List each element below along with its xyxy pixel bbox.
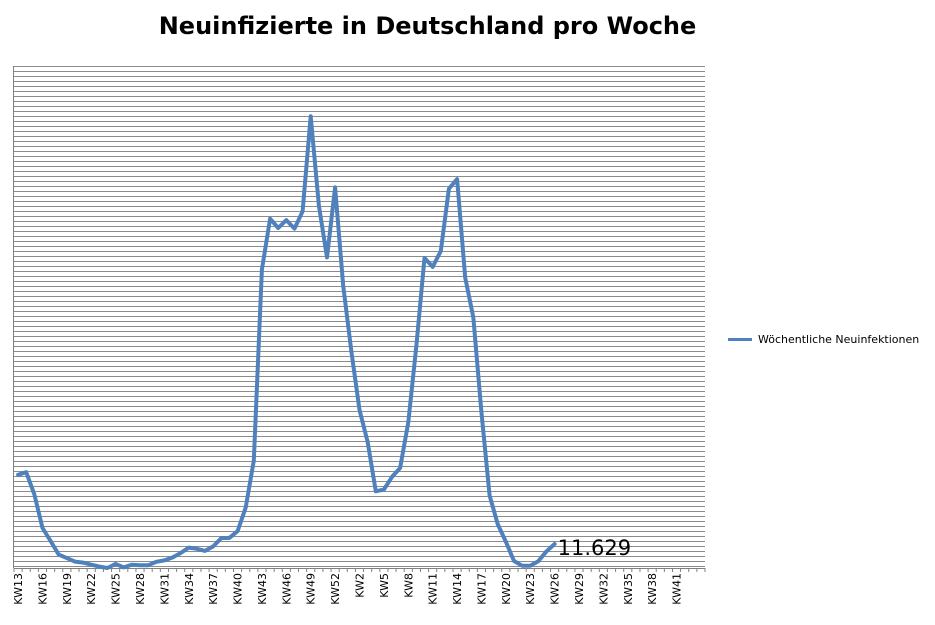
x-tick-label: KW49: [305, 573, 318, 605]
x-tick-label: KW32: [597, 573, 610, 605]
x-tick-label: KW43: [256, 573, 269, 605]
x-tick-label: KW28: [134, 573, 147, 605]
x-tick-label: KW35: [622, 573, 635, 605]
x-tick-label: KW25: [110, 573, 123, 605]
legend-swatch: [728, 338, 752, 341]
x-tick-label: KW16: [37, 573, 50, 605]
legend: Wöchentliche Neuinfektionen: [728, 333, 919, 346]
x-tick-label: KW29: [573, 573, 586, 605]
x-tick-label: KW38: [646, 573, 659, 605]
axes: [13, 66, 705, 569]
last-value-annotation: 11.629: [558, 536, 631, 560]
x-axis-ticks: [13, 568, 706, 572]
x-tick-label: KW26: [549, 573, 562, 605]
x-tick-label: KW22: [85, 573, 98, 605]
x-tick-label: KW11: [427, 573, 440, 605]
legend-label: Wöchentliche Neuinfektionen: [758, 333, 920, 346]
x-tick-label: KW5: [378, 573, 391, 598]
x-tick-label: KW40: [232, 573, 245, 605]
x-tick-label: KW34: [183, 573, 196, 605]
x-tick-label: KW41: [671, 573, 684, 605]
x-tick-label: KW14: [451, 573, 464, 605]
x-axis-tick-labels: KW13 KW16 KW19 KW22 KW25 KW28 KW31 KW34 KW37 KW40…: [12, 573, 683, 605]
gridlines: [14, 66, 705, 567]
x-tick-label: KW13: [12, 573, 25, 605]
chart-title: Neuinfizierte in Deutschland pro Woche: [158, 12, 697, 40]
x-tick-label: KW19: [61, 573, 74, 605]
x-tick-label: KW31: [158, 573, 171, 605]
series-line-weekly-infections: [16, 114, 557, 570]
x-tick-label: KW23: [524, 573, 537, 605]
x-tick-label: KW2: [354, 573, 367, 598]
x-tick-label: KW20: [500, 573, 513, 605]
x-tick-label: KW46: [280, 573, 293, 605]
x-tick-label: KW17: [475, 573, 488, 605]
x-tick-label: KW52: [329, 573, 342, 605]
x-tick-label: KW37: [207, 573, 220, 605]
x-tick-label: KW8: [402, 573, 415, 598]
